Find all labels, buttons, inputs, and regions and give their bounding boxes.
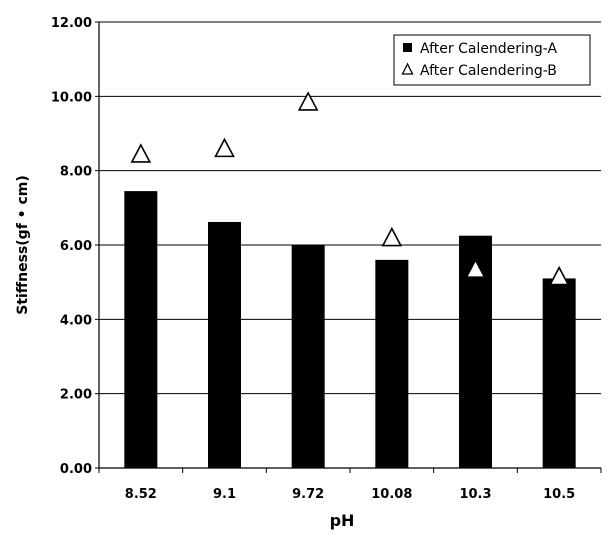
marker-b-9.72 [297, 91, 319, 111]
marker-b-8.52 [130, 143, 152, 163]
legend: After Calendering-A After Calendering-B [393, 34, 591, 86]
y-axis-title: Stiffness(gf • cm) [15, 175, 31, 315]
y-tick-label: 8.00 [60, 165, 92, 180]
x-tick-labels: 8.52 9.1 9.72 10.08 10.3 10.5 [125, 487, 575, 502]
bar-a-9.72 [291, 245, 325, 468]
y-tick-label: 2.00 [60, 388, 92, 403]
legend-swatch-b [401, 62, 414, 75]
legend-box [393, 34, 591, 86]
legend-label-b: After Calendering-B [420, 63, 557, 79]
bar-a-10.08 [375, 259, 409, 468]
marker-b-10.3 [465, 258, 486, 278]
x-axis-title: pH [330, 511, 355, 530]
y-tick-label: 10.00 [51, 90, 92, 105]
marker-series-b [130, 91, 570, 286]
marker-b-9.1 [214, 137, 235, 158]
bar-a-8.52 [124, 191, 158, 468]
bar-a-10.5 [542, 278, 576, 468]
x-tick-label: 9.72 [292, 487, 324, 502]
gridlines [99, 21, 601, 395]
y-tick-label: 12.00 [51, 16, 92, 31]
axes [95, 21, 602, 473]
x-tick-label: 10.5 [543, 487, 575, 502]
marker-b-10.08 [381, 226, 403, 247]
bar-a-9.1 [208, 221, 241, 468]
marker-b-10.5 [548, 265, 570, 286]
y-tick-label: 6.00 [60, 239, 92, 254]
legend-label-a: After Calendering-A [420, 41, 557, 57]
legend-swatch-a [403, 43, 412, 52]
y-tick-labels: 0.00 2.00 4.00 6.00 8.00 10.00 12.00 [51, 16, 92, 477]
bar-series-a [124, 191, 576, 468]
x-tick-label: 9.1 [213, 487, 236, 502]
x-tick-label: 8.52 [125, 487, 157, 502]
x-tick-label: 10.3 [459, 487, 491, 502]
y-tick-label: 0.00 [60, 462, 92, 477]
x-tick-label: 10.08 [371, 487, 412, 502]
y-tick-label: 4.00 [60, 313, 92, 328]
